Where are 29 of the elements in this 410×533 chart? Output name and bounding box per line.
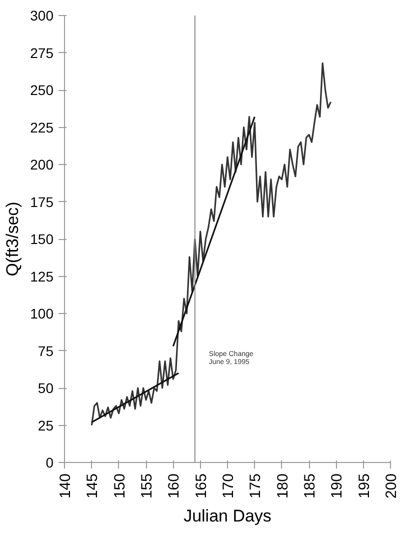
y-tick-label: 25 bbox=[38, 417, 54, 434]
x-tick-label: 165 bbox=[192, 473, 210, 499]
y-tick-label: 150 bbox=[30, 231, 54, 247]
y-tick-label: 0 bbox=[46, 454, 54, 470]
x-axis-title: Julian Days bbox=[184, 506, 272, 526]
y-tick-label: 75 bbox=[38, 342, 54, 359]
y-tick-label: 175 bbox=[30, 194, 54, 210]
x-tick-label: 190 bbox=[328, 473, 346, 499]
x-tick-label: 155 bbox=[138, 473, 156, 499]
x-tick-label: 150 bbox=[111, 473, 128, 499]
x-tick-label: 145 bbox=[84, 473, 102, 499]
y-tick-label: 100 bbox=[30, 306, 54, 322]
x-tick-label: 175 bbox=[247, 473, 264, 499]
x-tick-label: 170 bbox=[220, 473, 237, 499]
x-tick-label: 180 bbox=[274, 473, 292, 499]
y-tick-label: 200 bbox=[30, 156, 54, 172]
x-tick-label: 195 bbox=[356, 473, 373, 499]
y-tick-label: 300 bbox=[30, 8, 54, 24]
x-tick-label: 200 bbox=[383, 473, 400, 499]
y-tick-label: 125 bbox=[30, 268, 54, 284]
x-tick-label: 140 bbox=[57, 473, 74, 499]
y-tick-label: 275 bbox=[30, 44, 54, 61]
x-tick-label: 160 bbox=[166, 473, 183, 499]
y-tick-label: 250 bbox=[30, 82, 54, 98]
y-tick-label: 50 bbox=[38, 380, 54, 396]
x-tick-label: 185 bbox=[302, 473, 318, 499]
y-tick-label: 225 bbox=[30, 119, 54, 136]
line-series bbox=[90, 62, 332, 426]
y-axis-title: Q(ft3/sec) bbox=[3, 202, 22, 276]
